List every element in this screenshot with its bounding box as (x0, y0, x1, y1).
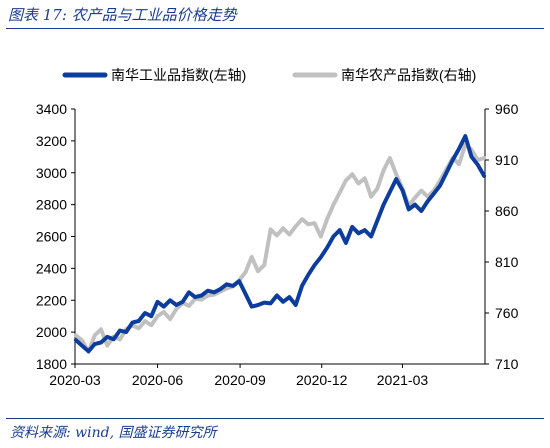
chart-series (73, 134, 487, 354)
x-tick-label: 2020-09 (214, 372, 266, 388)
x-tick-label: 2020-03 (49, 372, 101, 388)
source-note: 资料来源: wind, 国盛证券研究所 (10, 425, 217, 441)
source-divider (6, 418, 544, 419)
right-tick-label: 910 (495, 152, 519, 168)
line-chart: 南华工业品指数(左轴) 南华农产品指数(右轴) 1800 2000 2200 2400 2… (36, 67, 519, 388)
right-tick-label: 710 (495, 356, 519, 372)
right-tick-label: 860 (495, 203, 519, 219)
x-tick-label: 2021-03 (377, 372, 429, 388)
title-divider (6, 28, 544, 29)
series-line-agricultural (73, 142, 487, 354)
left-tick-label: 3200 (36, 133, 67, 149)
left-tick-label: 2600 (36, 229, 67, 245)
chart-legend: 南华工业品指数(左轴) 南华农产品指数(右轴) (62, 67, 476, 83)
series-line-industrial (73, 134, 487, 354)
left-tick-label: 2000 (36, 324, 67, 340)
legend-label: 南华农产品指数(右轴) (341, 67, 476, 83)
left-tick-label: 2800 (36, 197, 67, 213)
left-tick-label: 2200 (36, 292, 67, 308)
figure-title: 图表 17: 农产品与工业品价格走势 (8, 6, 237, 24)
left-tick-label: 1800 (36, 356, 67, 372)
right-tick-label: 810 (495, 254, 519, 270)
left-tick-label: 3400 (36, 101, 67, 117)
x-tick-label: 2020-12 (296, 372, 348, 388)
left-tick-label: 2400 (36, 260, 67, 276)
x-tick-label: 2020-06 (132, 372, 184, 388)
left-tick-label: 3000 (36, 165, 67, 181)
right-tick-label: 960 (495, 101, 519, 117)
right-tick-label: 760 (495, 305, 519, 321)
chart-axes: 1800 2000 2200 2400 2600 2800 3000 3200 3400 710 7… (36, 101, 519, 388)
legend-label: 南华工业品指数(左轴) (111, 67, 246, 83)
